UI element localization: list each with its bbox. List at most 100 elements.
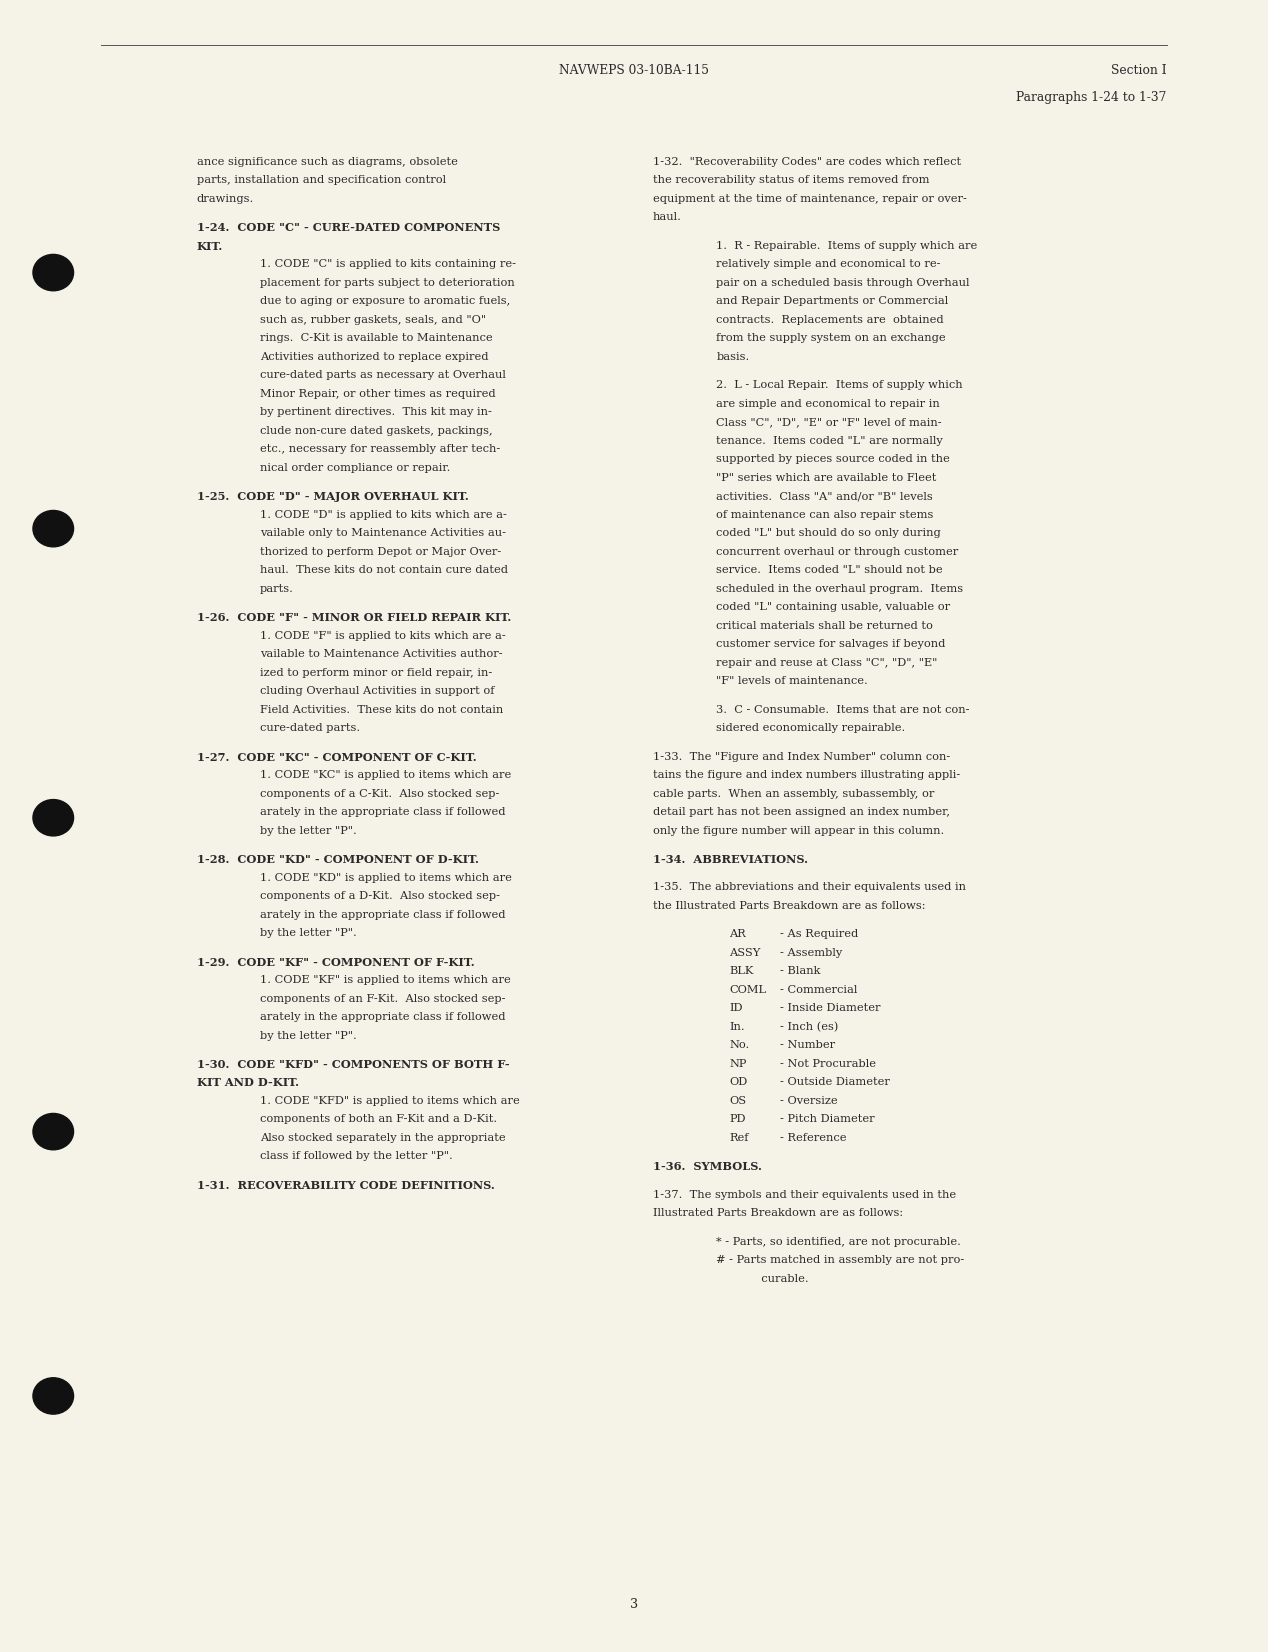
Text: "F" levels of maintenance.: "F" levels of maintenance. bbox=[716, 676, 869, 686]
Text: 3.  C - Consumable.  Items that are not con-: 3. C - Consumable. Items that are not co… bbox=[716, 705, 970, 715]
Text: the recoverability status of items removed from: the recoverability status of items remov… bbox=[653, 175, 929, 185]
Text: Also stocked separately in the appropriate: Also stocked separately in the appropria… bbox=[260, 1133, 506, 1143]
Text: by pertinent directives.  This kit may in-: by pertinent directives. This kit may in… bbox=[260, 408, 492, 418]
Text: COML: COML bbox=[729, 985, 766, 995]
Text: relatively simple and economical to re-: relatively simple and economical to re- bbox=[716, 259, 941, 269]
Text: by the letter "P".: by the letter "P". bbox=[260, 1031, 356, 1041]
Text: 1. CODE "KC" is applied to items which are: 1. CODE "KC" is applied to items which a… bbox=[260, 770, 511, 780]
Text: only the figure number will appear in this column.: only the figure number will appear in th… bbox=[653, 826, 945, 836]
Text: drawings.: drawings. bbox=[197, 193, 254, 203]
Text: thorized to perform Depot or Major Over-: thorized to perform Depot or Major Over- bbox=[260, 547, 501, 557]
Text: parts.: parts. bbox=[260, 583, 294, 593]
Text: of maintenance can also repair stems: of maintenance can also repair stems bbox=[716, 510, 933, 520]
Text: components of a C-Kit.  Also stocked sep-: components of a C-Kit. Also stocked sep- bbox=[260, 788, 500, 798]
Text: 1. CODE "KFD" is applied to items which are: 1. CODE "KFD" is applied to items which … bbox=[260, 1095, 520, 1105]
Text: equipment at the time of maintenance, repair or over-: equipment at the time of maintenance, re… bbox=[653, 193, 967, 203]
Text: 2.  L - Local Repair.  Items of supply which: 2. L - Local Repair. Items of supply whi… bbox=[716, 380, 962, 390]
Text: 1.  R - Repairable.  Items of supply which are: 1. R - Repairable. Items of supply which… bbox=[716, 241, 978, 251]
Text: parts, installation and specification control: parts, installation and specification co… bbox=[197, 175, 445, 185]
Text: arately in the appropriate class if followed: arately in the appropriate class if foll… bbox=[260, 808, 506, 818]
Text: KIT.: KIT. bbox=[197, 241, 223, 251]
Text: 3: 3 bbox=[630, 1597, 638, 1611]
Text: clude non-cure dated gaskets, packings,: clude non-cure dated gaskets, packings, bbox=[260, 426, 492, 436]
Text: nical order compliance or repair.: nical order compliance or repair. bbox=[260, 463, 450, 472]
Text: arately in the appropriate class if followed: arately in the appropriate class if foll… bbox=[260, 1013, 506, 1023]
Text: - Commercial: - Commercial bbox=[780, 985, 857, 995]
Text: - Not Procurable: - Not Procurable bbox=[780, 1059, 876, 1069]
Text: Field Activities.  These kits do not contain: Field Activities. These kits do not cont… bbox=[260, 705, 503, 715]
Text: 1-25.  CODE "D" - MAJOR OVERHAUL KIT.: 1-25. CODE "D" - MAJOR OVERHAUL KIT. bbox=[197, 491, 468, 502]
Text: and Repair Departments or Commercial: and Repair Departments or Commercial bbox=[716, 296, 948, 306]
Text: the Illustrated Parts Breakdown are as follows:: the Illustrated Parts Breakdown are as f… bbox=[653, 900, 926, 910]
Text: components of both an F-Kit and a D-Kit.: components of both an F-Kit and a D-Kit. bbox=[260, 1115, 497, 1125]
Text: 1-37.  The symbols and their equivalents used in the: 1-37. The symbols and their equivalents … bbox=[653, 1189, 956, 1199]
Text: basis.: basis. bbox=[716, 352, 749, 362]
Text: AR: AR bbox=[729, 930, 746, 940]
Text: tenance.  Items coded "L" are normally: tenance. Items coded "L" are normally bbox=[716, 436, 943, 446]
Text: 1-31.  RECOVERABILITY CODE DEFINITIONS.: 1-31. RECOVERABILITY CODE DEFINITIONS. bbox=[197, 1180, 495, 1191]
Text: 1. CODE "KF" is applied to items which are: 1. CODE "KF" is applied to items which a… bbox=[260, 975, 511, 985]
Text: # - Parts matched in assembly are not pro-: # - Parts matched in assembly are not pr… bbox=[716, 1256, 965, 1265]
Text: ance significance such as diagrams, obsolete: ance significance such as diagrams, obso… bbox=[197, 157, 458, 167]
Text: - Inch (es): - Inch (es) bbox=[780, 1023, 838, 1032]
Text: NAVWEPS 03-10BA-115: NAVWEPS 03-10BA-115 bbox=[559, 64, 709, 78]
Text: tains the figure and index numbers illustrating appli-: tains the figure and index numbers illus… bbox=[653, 770, 960, 780]
Text: cure-dated parts as necessary at Overhaul: cure-dated parts as necessary at Overhau… bbox=[260, 370, 506, 380]
Text: cable parts.  When an assembly, subassembly, or: cable parts. When an assembly, subassemb… bbox=[653, 788, 935, 798]
Text: curable.: curable. bbox=[754, 1274, 809, 1284]
Text: - Number: - Number bbox=[780, 1041, 834, 1051]
Text: rings.  C-Kit is available to Maintenance: rings. C-Kit is available to Maintenance bbox=[260, 334, 492, 344]
Text: - Outside Diameter: - Outside Diameter bbox=[780, 1077, 890, 1087]
Text: 1-34.  ABBREVIATIONS.: 1-34. ABBREVIATIONS. bbox=[653, 854, 808, 866]
Text: 1-28.  CODE "KD" - COMPONENT OF D-KIT.: 1-28. CODE "KD" - COMPONENT OF D-KIT. bbox=[197, 854, 478, 866]
Text: placement for parts subject to deterioration: placement for parts subject to deteriora… bbox=[260, 278, 515, 287]
Text: 1. CODE "F" is applied to kits which are a-: 1. CODE "F" is applied to kits which are… bbox=[260, 631, 506, 641]
Text: - Reference: - Reference bbox=[780, 1133, 846, 1143]
Text: 1-32.  "Recoverability Codes" are codes which reflect: 1-32. "Recoverability Codes" are codes w… bbox=[653, 157, 961, 167]
Text: such as, rubber gaskets, seals, and "O": such as, rubber gaskets, seals, and "O" bbox=[260, 316, 486, 325]
Text: by the letter "P".: by the letter "P". bbox=[260, 928, 356, 938]
Text: activities.  Class "A" and/or "B" levels: activities. Class "A" and/or "B" levels bbox=[716, 491, 933, 501]
Text: repair and reuse at Class "C", "D", "E": repair and reuse at Class "C", "D", "E" bbox=[716, 657, 938, 667]
Text: customer service for salvages if beyond: customer service for salvages if beyond bbox=[716, 639, 946, 649]
Text: sidered economically repairable.: sidered economically repairable. bbox=[716, 724, 905, 733]
Text: 1-30.  CODE "KFD" - COMPONENTS OF BOTH F-: 1-30. CODE "KFD" - COMPONENTS OF BOTH F- bbox=[197, 1059, 510, 1070]
Text: arately in the appropriate class if followed: arately in the appropriate class if foll… bbox=[260, 910, 506, 920]
Text: critical materials shall be returned to: critical materials shall be returned to bbox=[716, 621, 933, 631]
Text: ID: ID bbox=[729, 1003, 743, 1013]
Text: 1-36.  SYMBOLS.: 1-36. SYMBOLS. bbox=[653, 1161, 762, 1173]
Ellipse shape bbox=[33, 254, 74, 291]
Ellipse shape bbox=[33, 1113, 74, 1150]
Text: - Blank: - Blank bbox=[780, 966, 820, 976]
Text: - As Required: - As Required bbox=[780, 930, 858, 940]
Text: components of an F-Kit.  Also stocked sep-: components of an F-Kit. Also stocked sep… bbox=[260, 993, 506, 1003]
Text: OS: OS bbox=[729, 1095, 747, 1105]
Text: Activities authorized to replace expired: Activities authorized to replace expired bbox=[260, 352, 488, 362]
Ellipse shape bbox=[33, 510, 74, 547]
Text: Minor Repair, or other times as required: Minor Repair, or other times as required bbox=[260, 388, 496, 398]
Text: Section I: Section I bbox=[1111, 64, 1167, 78]
Text: haul.: haul. bbox=[653, 213, 682, 223]
Text: scheduled in the overhaul program.  Items: scheduled in the overhaul program. Items bbox=[716, 583, 964, 593]
Text: haul.  These kits do not contain cure dated: haul. These kits do not contain cure dat… bbox=[260, 565, 508, 575]
Text: - Inside Diameter: - Inside Diameter bbox=[780, 1003, 880, 1013]
Text: - Assembly: - Assembly bbox=[780, 948, 842, 958]
Text: pair on a scheduled basis through Overhaul: pair on a scheduled basis through Overha… bbox=[716, 278, 970, 287]
Text: 1-33.  The "Figure and Index Number" column con-: 1-33. The "Figure and Index Number" colu… bbox=[653, 752, 950, 762]
Text: are simple and economical to repair in: are simple and economical to repair in bbox=[716, 398, 940, 408]
Text: service.  Items coded "L" should not be: service. Items coded "L" should not be bbox=[716, 565, 943, 575]
Text: contracts.  Replacements are  obtained: contracts. Replacements are obtained bbox=[716, 316, 945, 325]
Text: - Oversize: - Oversize bbox=[780, 1095, 837, 1105]
Text: cure-dated parts.: cure-dated parts. bbox=[260, 724, 360, 733]
Text: ized to perform minor or field repair, in-: ized to perform minor or field repair, i… bbox=[260, 667, 492, 677]
Text: In.: In. bbox=[729, 1023, 744, 1032]
Text: * - Parts, so identified, are not procurable.: * - Parts, so identified, are not procur… bbox=[716, 1237, 961, 1247]
Text: components of a D-Kit.  Also stocked sep-: components of a D-Kit. Also stocked sep- bbox=[260, 890, 500, 900]
Text: 1-29.  CODE "KF" - COMPONENT OF F-KIT.: 1-29. CODE "KF" - COMPONENT OF F-KIT. bbox=[197, 957, 474, 968]
Text: NP: NP bbox=[729, 1059, 747, 1069]
Text: OD: OD bbox=[729, 1077, 747, 1087]
Text: Illustrated Parts Breakdown are as follows:: Illustrated Parts Breakdown are as follo… bbox=[653, 1208, 903, 1218]
Text: 1. CODE "C" is applied to kits containing re-: 1. CODE "C" is applied to kits containin… bbox=[260, 259, 516, 269]
Text: cluding Overhaul Activities in support of: cluding Overhaul Activities in support o… bbox=[260, 686, 495, 695]
Text: by the letter "P".: by the letter "P". bbox=[260, 826, 356, 836]
